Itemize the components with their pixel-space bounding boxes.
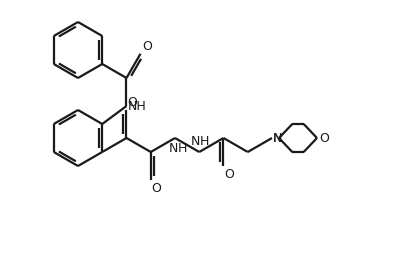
- Text: O: O: [319, 132, 329, 144]
- Text: O: O: [143, 40, 152, 53]
- Text: N: N: [272, 132, 282, 144]
- Text: NH: NH: [128, 99, 146, 113]
- Text: O: O: [152, 182, 162, 195]
- Text: O: O: [225, 168, 234, 181]
- Text: O: O: [128, 96, 138, 109]
- Text: H: H: [200, 135, 210, 148]
- Text: H: H: [177, 142, 187, 155]
- Text: N: N: [191, 135, 201, 148]
- Text: N: N: [273, 132, 282, 144]
- Text: N: N: [168, 142, 178, 155]
